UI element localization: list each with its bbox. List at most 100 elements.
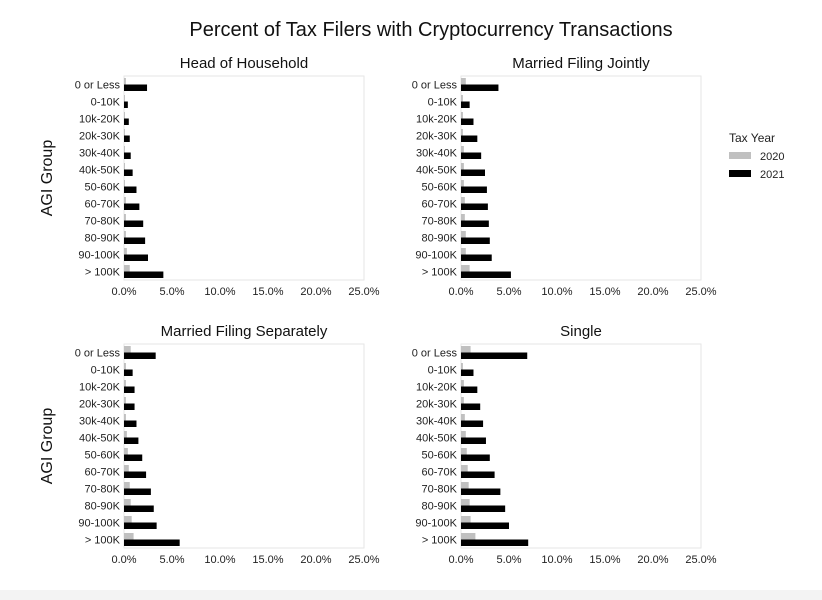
bar-2020 [461, 499, 470, 506]
bar-2021 [461, 403, 481, 410]
bar-2021 [124, 437, 139, 444]
y-tick-label: 0-10K [428, 365, 458, 377]
x-tick-label: 15.0% [589, 554, 620, 566]
panel-3: Single 0.0% 5.0% 10.0% 15.0% 20.0% 25.0% 0 or L… [412, 323, 717, 566]
bar-2021 [461, 203, 488, 210]
y-tick-label: 80-90K [85, 233, 121, 245]
bar-2020 [124, 533, 134, 540]
bar-2020 [124, 112, 125, 119]
bar-2020 [461, 197, 465, 204]
bar-2020 [461, 533, 476, 540]
bar-2020 [124, 397, 126, 404]
bar-2021 [461, 84, 499, 91]
bar-2020 [124, 231, 126, 238]
y-tick-label: 90-100K [78, 518, 120, 530]
y-tick-label: 0 or Less [75, 80, 121, 92]
bar-2021 [461, 369, 474, 376]
bar-2021 [461, 420, 484, 427]
legend-swatch-2020 [729, 152, 751, 159]
x-tick-label: 15.0% [252, 286, 283, 298]
bar-2020 [461, 112, 463, 119]
footer-band [0, 590, 822, 600]
y-tick-label: 10k-20K [416, 382, 458, 394]
y-tick-label: 40k-50K [416, 433, 458, 445]
y-tick-label: 40k-50K [79, 433, 121, 445]
bar-2021 [461, 101, 470, 108]
bar-2020 [124, 380, 126, 387]
bar-2021 [461, 271, 511, 278]
bar-2021 [461, 135, 478, 142]
y-tick-label: 50-60K [422, 450, 458, 462]
bar-2021 [124, 352, 156, 359]
y-tick-label: 30k-40K [416, 148, 458, 160]
bar-2021 [461, 471, 495, 478]
x-tick-label: 20.0% [637, 554, 668, 566]
bar-2021 [124, 505, 154, 512]
y-tick-label: 50-60K [422, 182, 458, 194]
x-tick-label: 20.0% [300, 286, 331, 298]
x-tick-label: 5.0% [159, 554, 184, 566]
y-tick-label: 0-10K [91, 97, 121, 109]
bar-2020 [124, 180, 125, 187]
bar-2021 [461, 152, 482, 159]
bar-2021 [461, 539, 529, 546]
bar-2021 [461, 186, 487, 193]
bar-2020 [461, 231, 466, 238]
x-tick-label: 25.0% [685, 554, 716, 566]
bar-2020 [461, 465, 468, 472]
bar-2020 [124, 129, 125, 136]
bar-2021 [461, 437, 486, 444]
x-tick-label: 0.0% [111, 554, 136, 566]
x-tick-label: 15.0% [252, 554, 283, 566]
bar-2021 [461, 118, 474, 125]
bar-2020 [461, 397, 464, 404]
bar-2021 [461, 237, 490, 244]
y-tick-label: 50-60K [85, 182, 121, 194]
panel-title: Head of Household [180, 55, 308, 72]
bar-2021 [124, 369, 133, 376]
bar-2021 [124, 471, 147, 478]
x-tick-label: 10.0% [541, 554, 572, 566]
x-tick-label: 5.0% [159, 286, 184, 298]
bar-2021 [461, 254, 492, 261]
x-tick-label: 20.0% [637, 286, 668, 298]
bar-2021 [124, 169, 133, 176]
bar-2021 [124, 203, 140, 210]
y-tick-label: > 100K [85, 535, 121, 547]
bar-2020 [461, 380, 464, 387]
bar-2021 [124, 403, 135, 410]
y-tick-label: > 100K [85, 267, 121, 279]
panel-title: Married Filing Separately [161, 323, 328, 340]
y-tick-label: 0-10K [91, 365, 121, 377]
bar-2020 [124, 499, 131, 506]
bar-2021 [124, 220, 144, 227]
x-tick-label: 0.0% [111, 286, 136, 298]
y-tick-label: 40k-50K [79, 165, 121, 177]
y-tick-label: 60-70K [422, 467, 458, 479]
y-tick-label: 10k-20K [416, 114, 458, 126]
y-tick-label: 0-10K [428, 97, 458, 109]
bar-2020 [461, 78, 466, 85]
y-tick-label: 40k-50K [416, 165, 458, 177]
bar-2020 [124, 248, 127, 255]
bar-2020 [461, 363, 463, 370]
y-tick-label: 60-70K [422, 199, 458, 211]
bar-2021 [124, 135, 130, 142]
y-tick-label: 80-90K [422, 501, 458, 513]
bar-2020 [461, 516, 471, 523]
legend: Tax Year 2020 2021 [729, 131, 784, 181]
bar-2020 [124, 346, 131, 353]
y-tick-label: 80-90K [422, 233, 458, 245]
bar-2021 [124, 152, 131, 159]
bar-2021 [461, 220, 489, 227]
bar-2020 [461, 180, 464, 187]
panel-frame [460, 343, 702, 549]
y-axis-label: AGI Group [39, 140, 56, 217]
bar-2021 [461, 169, 485, 176]
bar-2021 [461, 386, 478, 393]
panel-frame [123, 343, 365, 549]
bar-2021 [461, 505, 506, 512]
y-tick-label: 70-80K [85, 216, 121, 228]
panel-title: Single [560, 323, 602, 340]
